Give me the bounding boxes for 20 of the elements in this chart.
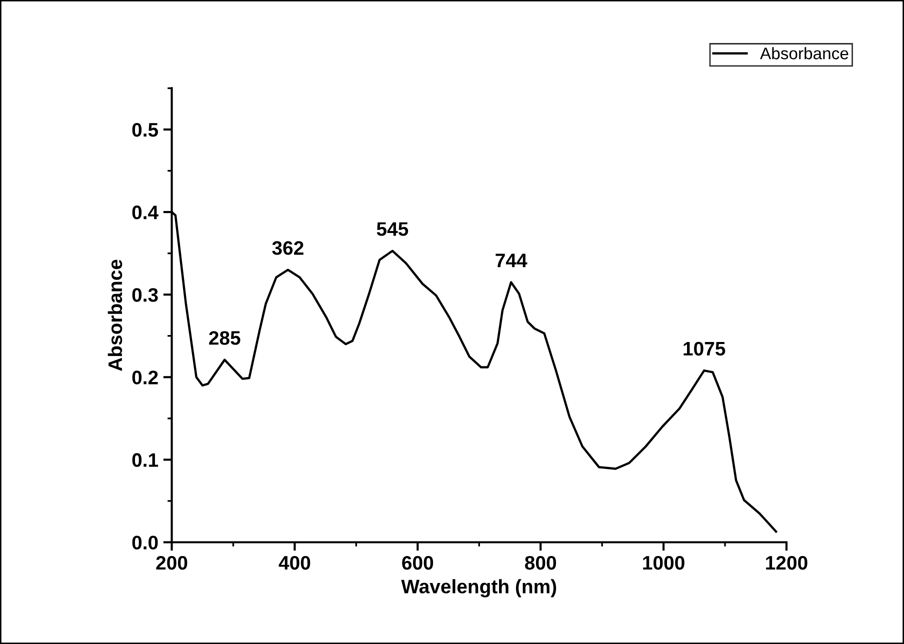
y-tick-label: 0.2	[132, 370, 158, 384]
annotation: 545	[376, 222, 408, 236]
x-axis-title: Wavelength (nm)	[401, 579, 556, 598]
x-tick-label: 600	[402, 556, 434, 570]
x-tick-label: 800	[524, 556, 556, 570]
y-axis-title: Absorbance	[108, 260, 122, 371]
x-tick-label: 1200	[766, 556, 808, 570]
y-tick-label: 0.1	[132, 453, 158, 467]
y-tick-label: 0.5	[132, 122, 158, 137]
y-tick-label: 0.4	[132, 206, 158, 220]
annotation: 362	[272, 241, 304, 255]
y-tick-label: 0.0	[132, 536, 158, 550]
x-tick-label: 1000	[643, 556, 684, 570]
x-tick-label: 400	[278, 556, 310, 570]
annotation: 744	[496, 254, 528, 268]
x-tick-label: 200	[156, 556, 188, 570]
y-tick-label: 0.3	[132, 288, 158, 302]
legend-label: Absorbance	[760, 47, 848, 60]
annotation: 285	[209, 331, 240, 345]
annotation: 1075	[684, 342, 726, 356]
